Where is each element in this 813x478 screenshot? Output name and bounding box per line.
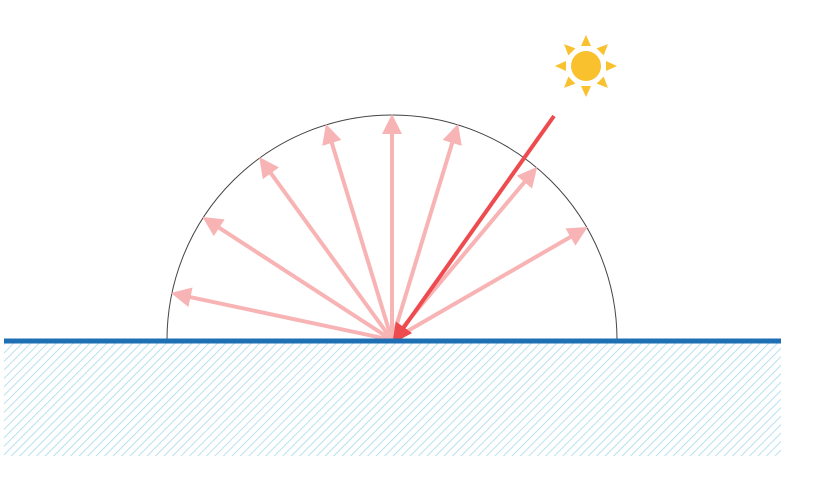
reflected-ray-2 [202,216,394,342]
sun-icon [555,35,617,97]
reflected-ray-4 [322,123,394,341]
reflected-ray-3 [259,157,394,342]
incident-ray [392,114,556,344]
reflected-ray-6 [390,123,462,341]
reflected-rays [170,114,588,342]
reflected-ray-1 [170,287,393,342]
reflected-ray-8 [391,227,588,342]
ground-hatch [4,342,781,456]
